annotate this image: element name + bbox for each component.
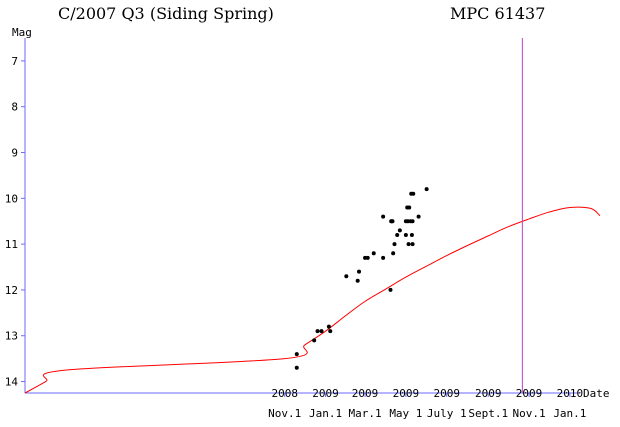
observation-point: [390, 219, 395, 224]
x-tick-label: July 1: [427, 407, 467, 420]
x-tick-label: Nov.1: [512, 407, 545, 420]
observation-points: [294, 187, 429, 370]
x-tick-year: 2010: [557, 387, 584, 400]
x-tick-year: 2009: [393, 387, 420, 400]
observation-point: [403, 232, 408, 237]
observation-point: [391, 251, 396, 256]
y-tick-label: 10: [5, 192, 18, 205]
y-tick-label: 7: [11, 55, 18, 68]
x-tick-year: 2008: [271, 387, 298, 400]
observation-point: [294, 352, 299, 357]
observation-point: [388, 287, 393, 292]
observation-point: [294, 365, 299, 370]
observation-point: [397, 228, 402, 233]
axes: [24, 38, 580, 394]
y-axis-label: Mag: [12, 26, 32, 39]
x-tick-year: 2009: [433, 387, 460, 400]
x-tick-label: Sept.1: [468, 407, 508, 420]
x-tick-year: 2009: [516, 387, 543, 400]
x-tick-label: Mar.1: [348, 407, 381, 420]
y-tick-label: 12: [5, 284, 18, 297]
observation-point: [381, 255, 386, 260]
observation-point: [326, 324, 331, 329]
observation-point: [328, 329, 333, 334]
x-tick-year: 2009: [312, 387, 339, 400]
predicted-magnitude-curve: [24, 206, 601, 394]
observation-point: [416, 214, 421, 219]
observation-point: [355, 278, 360, 283]
observation-point: [371, 251, 376, 256]
x-axis-label: Date: [583, 387, 610, 400]
observation-point: [315, 329, 320, 334]
observation-point: [424, 187, 429, 192]
y-ticks: 7 8 9 10 11 12 13 14: [5, 55, 25, 389]
x-tick-year: 2009: [352, 387, 379, 400]
observation-point: [406, 242, 411, 247]
x-tick-label: Nov.1: [268, 407, 301, 420]
reference-label: MPC 61437: [450, 4, 545, 23]
observation-point: [410, 219, 415, 224]
observation-point: [410, 242, 415, 247]
y-tick-label: 8: [11, 101, 18, 114]
observation-point: [357, 269, 362, 274]
observation-point: [407, 205, 412, 210]
x-ticks: 2008 Nov.1 2009 Jan.1 2009 Mar.1 2009 May 1 2009…: [268, 387, 586, 420]
x-tick-label: Jan.1: [553, 407, 586, 420]
y-tick-label: 14: [5, 376, 19, 389]
observation-point: [409, 232, 414, 237]
observation-point: [312, 338, 317, 343]
observation-point: [365, 255, 370, 260]
observation-point: [392, 242, 397, 247]
observation-point: [395, 232, 400, 237]
y-tick-label: 13: [5, 330, 18, 343]
observation-point: [381, 214, 386, 219]
x-tick-label: May 1: [389, 407, 422, 420]
observation-point: [411, 191, 416, 196]
y-tick-label: 9: [11, 147, 18, 160]
observation-point: [319, 329, 324, 334]
chart-title: C/2007 Q3 (Siding Spring): [58, 4, 274, 23]
y-tick-label: 11: [5, 238, 18, 251]
x-tick-year: 2009: [475, 387, 502, 400]
observation-point: [344, 274, 349, 279]
x-tick-label: Jan.1: [309, 407, 342, 420]
